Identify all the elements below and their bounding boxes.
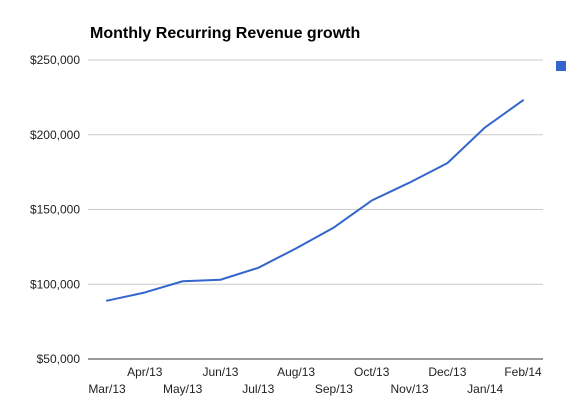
x-tick-label: Nov/13 <box>391 382 429 396</box>
y-tick-label: $250,000 <box>30 53 80 67</box>
x-tick-label: Sep/13 <box>315 382 353 396</box>
y-axis-tick-labels: $50,000 $100,000 $150,000 $200,000 $250,000 <box>30 53 80 366</box>
x-tick-label: Feb/14 <box>504 365 542 379</box>
y-tick-label: $200,000 <box>30 128 80 142</box>
x-tick-label: May/13 <box>163 382 203 396</box>
legend-swatch <box>556 61 566 71</box>
y-tick-label: $150,000 <box>30 203 80 217</box>
x-tick-label: Aug/13 <box>277 365 315 379</box>
chart-title: Monthly Recurring Revenue growth <box>90 25 360 42</box>
x-tick-label: Dec/13 <box>428 365 466 379</box>
x-tick-label: Mar/13 <box>88 382 126 396</box>
x-tick-label: Jan/14 <box>467 382 503 396</box>
x-tick-label: Jun/13 <box>202 365 238 379</box>
series-line <box>106 99 524 302</box>
x-tick-label: Apr/13 <box>127 365 163 379</box>
gridlines <box>88 59 543 360</box>
y-tick-label: $50,000 <box>37 352 81 366</box>
x-tick-label: Jul/13 <box>242 382 274 396</box>
series-group <box>106 99 524 302</box>
x-tick-label: Oct/13 <box>354 365 390 379</box>
y-tick-label: $100,000 <box>30 277 80 291</box>
